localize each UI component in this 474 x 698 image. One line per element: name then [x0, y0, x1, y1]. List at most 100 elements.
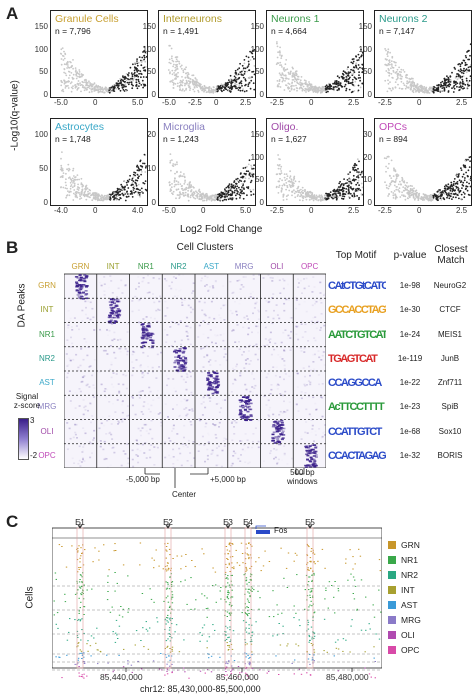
y-tick-label: 100 — [250, 152, 264, 162]
y-tick-label: 150 — [250, 22, 264, 31]
x-tick-label: 0 — [93, 98, 98, 107]
legend-swatch — [388, 556, 396, 564]
x-tick-label: 4.0 — [132, 206, 144, 215]
y-tick-label: 0 — [367, 198, 372, 207]
x-tick-label: 2.5 — [348, 98, 360, 107]
y-tick-label: 150 — [34, 22, 48, 31]
x-tick-label: -5.0 — [162, 98, 176, 107]
volcano-title: OPCs — [379, 121, 408, 133]
legend-label: OLI — [401, 630, 415, 640]
zscore-colorbar — [18, 418, 29, 460]
x-tick-label: 5.0 — [240, 206, 252, 215]
window-note: 500 bp windows — [287, 468, 318, 486]
motif-pvalue: 1e-30 — [399, 305, 421, 315]
volcano-plot: Interneurons n = 1,491 — [158, 10, 256, 98]
y-tick-label: 0 — [259, 198, 264, 207]
y-tick-label: 0 — [151, 90, 156, 99]
x-tick-label: 2.5 — [348, 206, 360, 215]
y-tick-label: 100 — [34, 130, 48, 139]
x-tick-label: 0 — [201, 206, 206, 215]
panel-c-letter: C — [6, 512, 19, 531]
volcano-count: n = 1,243 — [163, 134, 199, 144]
legend-swatch — [388, 541, 396, 549]
motif-closest-match: Znf711 — [437, 378, 463, 387]
y-tick-label: 0 — [367, 90, 372, 99]
zscore-max: 3 — [30, 416, 35, 425]
enhancer-site-label: E4 — [243, 518, 253, 527]
da-peaks-heatmap — [64, 273, 326, 468]
y-tick-label: 10 — [147, 164, 156, 173]
motif-sequence: AcTTCCTTTT — [328, 401, 385, 414]
cluster-row-label: NR2 — [38, 353, 55, 363]
motif-closest-match: Sox10 — [438, 426, 462, 436]
cluster-row-label: NR1 — [38, 329, 55, 339]
x-tick-label: -2.5 — [378, 98, 392, 107]
pvalue-header: p-value — [393, 250, 427, 261]
motif-sequence: CCATTGTCT — [328, 425, 382, 438]
volcano-title: Neurons 1 — [271, 13, 320, 25]
legend-label: MRG — [401, 615, 421, 625]
y-tick-label: 50 — [147, 67, 156, 77]
motif-sequence: CCACTAGAGGGC — [328, 449, 386, 462]
motif-logo: CAtCTGtCATC — [328, 278, 386, 294]
cluster-column-label: NR1 — [137, 262, 154, 271]
motif-logo: CCACTAGAGGGC — [328, 448, 386, 464]
cluster-row-label: AST — [39, 378, 55, 388]
volcano-count: n = 1,491 — [163, 26, 199, 36]
y-tick-label: 150 — [250, 130, 264, 139]
panel-b-letter: B — [6, 238, 19, 257]
motif-pvalue: 1e-68 — [399, 426, 421, 436]
enhancer-site-label: E5 — [305, 518, 315, 527]
x-tick-label: -2.5 — [270, 98, 284, 107]
y-tick-label: 20 — [363, 152, 372, 162]
legend-label: GRN — [401, 540, 420, 550]
locus-tick-label: 85,460,000 — [216, 672, 259, 682]
y-tick-label: 0 — [259, 90, 264, 99]
legend-item: OLI — [388, 630, 415, 640]
zscore-min: -2 — [30, 451, 38, 460]
motif-pvalue: 1e-22 — [399, 378, 421, 387]
y-tick-label: 20 — [147, 130, 156, 139]
fos-locus-track — [52, 522, 382, 679]
legend-item: INT — [388, 585, 415, 595]
volcano-title: Microglia — [163, 121, 206, 133]
enhancer-site-label: E2 — [163, 518, 173, 527]
x-tick-label: 5.0 — [132, 98, 144, 107]
legend-label: NR2 — [401, 570, 419, 580]
x-tick-label: -2.5 — [188, 98, 202, 107]
motif-logo: CCATTGTCT — [328, 424, 386, 440]
motif-pvalue: 1e-98 — [399, 281, 421, 290]
x-tick-label: 2.5 — [456, 206, 468, 215]
cluster-row-label: GRN — [38, 281, 56, 291]
motif-logo: TGAGTCAT — [328, 351, 386, 367]
volcano-count: n = 7,147 — [379, 26, 415, 36]
x-annot-center: Center — [172, 490, 197, 499]
motif-closest-match: JunB — [440, 353, 460, 363]
volcano-plot: Granule Cells n = 7,796 — [50, 10, 148, 98]
y-tick-label: 150 — [358, 22, 372, 31]
volcano-count: n = 1,627 — [271, 134, 307, 144]
motif-sequence: GCCACCTAGTGG — [328, 304, 386, 317]
motif-pvalue: 1e-24 — [399, 329, 421, 339]
x-tick-label: -4.0 — [54, 206, 68, 215]
zscore-legend-title: Signal z-score — [13, 392, 41, 410]
y-tick-label: 100 — [142, 44, 156, 54]
volcano-title: Neurons 2 — [379, 13, 428, 25]
y-tick-label: 50 — [255, 175, 264, 185]
legend-swatch — [388, 571, 396, 579]
cluster-column-label: GRN — [71, 262, 90, 271]
motif-closest-match: MEIS1 — [437, 329, 462, 339]
volcano-plot: Oligo. n = 1,627 — [266, 118, 364, 206]
x-tick-label: 0 — [417, 206, 422, 215]
panel-a-ylabel: -Log10(q-value) — [9, 80, 21, 151]
gene-label: Fos — [274, 526, 288, 535]
motif-closest-match: BORIS — [437, 450, 463, 460]
cluster-column-label: AST — [203, 262, 220, 271]
volcano-title: Oligo. — [271, 121, 299, 133]
y-tick-label: 100 — [358, 44, 372, 54]
x-tick-label: 0 — [93, 206, 98, 215]
x-tick-label: 0 — [214, 98, 219, 107]
legend-label: AST — [401, 600, 418, 610]
legend-item: NR2 — [388, 570, 418, 580]
